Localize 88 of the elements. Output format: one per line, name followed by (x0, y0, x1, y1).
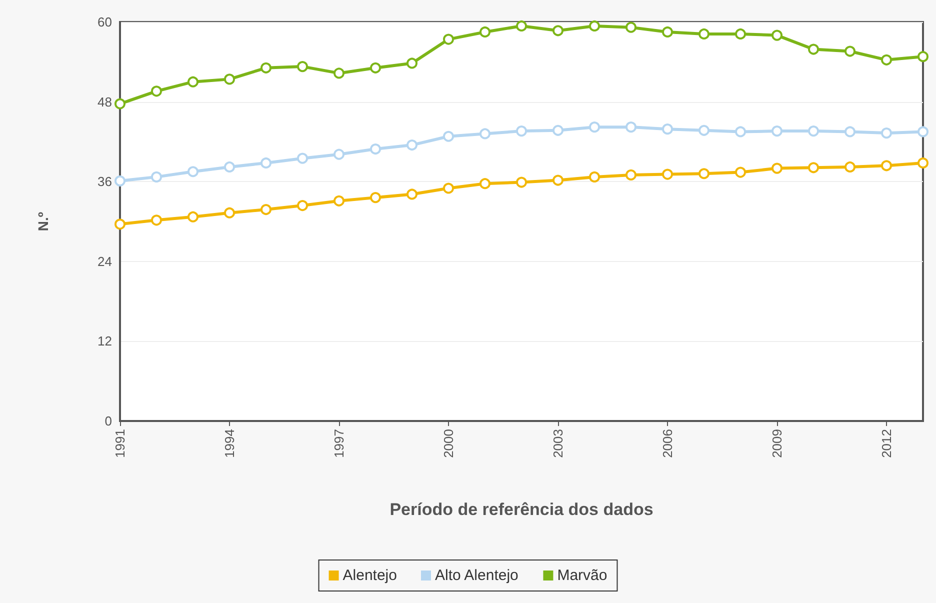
x-tick-label: 1991 (112, 429, 128, 458)
point (808, 162, 819, 174)
point (260, 62, 272, 74)
point (188, 76, 198, 88)
point (443, 182, 454, 194)
point (626, 169, 636, 180)
legend-label: Marvão (557, 567, 608, 584)
point (589, 20, 600, 32)
point (334, 148, 344, 160)
y-tick-label: 48 (98, 94, 112, 110)
point (443, 34, 454, 45)
point (698, 124, 710, 136)
point (552, 174, 564, 186)
point (260, 204, 272, 216)
point (297, 152, 308, 164)
point (589, 171, 600, 182)
point (589, 122, 600, 133)
y-tick-label: 36 (98, 174, 112, 190)
point (844, 161, 856, 172)
y-tick-label: 24 (98, 254, 112, 269)
point (297, 200, 308, 212)
point (406, 140, 418, 151)
point (370, 144, 381, 155)
point (188, 166, 198, 178)
point (114, 218, 126, 230)
point (114, 98, 126, 110)
point (626, 122, 636, 133)
point (552, 124, 564, 136)
point (260, 157, 272, 168)
point (808, 126, 819, 137)
point (918, 51, 928, 62)
point (552, 25, 564, 36)
point (443, 130, 454, 142)
point (334, 68, 344, 79)
legend-label: Alentejo (342, 567, 397, 584)
point (516, 176, 527, 188)
point (844, 126, 856, 138)
point (918, 126, 928, 138)
point (516, 126, 527, 137)
point (114, 175, 126, 186)
point (662, 124, 673, 135)
point (224, 207, 235, 218)
point (881, 160, 892, 172)
point (918, 157, 928, 168)
x-tick-label: 2000 (441, 429, 456, 458)
legend-label: Alto Alentejo (434, 567, 518, 584)
point (480, 128, 490, 140)
point (224, 161, 235, 172)
point (480, 178, 490, 190)
point (626, 22, 636, 33)
point (516, 20, 527, 32)
y-tick-label: 60 (98, 14, 112, 30)
y-tick-label: 12 (98, 334, 112, 349)
point (735, 166, 746, 178)
x-tick-label: 2006 (660, 429, 675, 458)
point (370, 192, 381, 204)
point (808, 44, 819, 55)
point (224, 74, 235, 85)
point (188, 211, 198, 222)
point (881, 54, 892, 66)
x-axis-title: Período de referência dos dados (390, 500, 654, 519)
y-tick-label: 0 (104, 414, 112, 428)
point (735, 28, 746, 40)
y-axis-title: N.º (35, 212, 51, 232)
point (151, 171, 162, 182)
point (844, 46, 856, 57)
point (735, 126, 746, 138)
point (698, 28, 710, 40)
point (480, 26, 490, 38)
x-tick-label: 2003 (550, 429, 566, 458)
point (406, 188, 418, 200)
point (406, 58, 418, 69)
x-tick-label: 2009 (770, 429, 784, 458)
point (297, 61, 308, 72)
x-tick-label: 1994 (222, 429, 237, 458)
point (772, 126, 782, 137)
point (151, 86, 162, 97)
x-tick-label: 2012 (879, 429, 894, 458)
point (334, 195, 344, 206)
point (662, 26, 673, 38)
point (151, 214, 162, 226)
point (370, 62, 381, 74)
x-tick-label: 1997 (332, 429, 346, 458)
point (662, 168, 673, 180)
point (881, 128, 892, 139)
point (698, 168, 710, 180)
point (772, 162, 782, 174)
point (772, 30, 782, 41)
